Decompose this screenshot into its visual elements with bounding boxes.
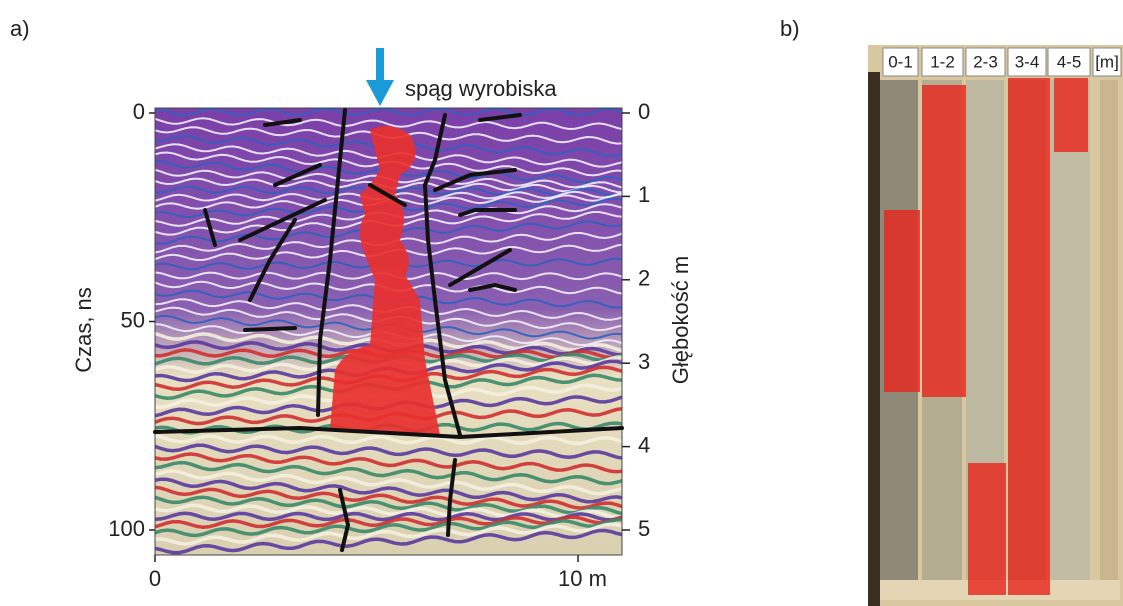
panel-label: a)	[10, 16, 30, 41]
column-header: 2-3	[973, 52, 998, 71]
axis-title: Głębokość m	[668, 256, 693, 384]
radargram	[155, 108, 623, 555]
arrow-head	[366, 80, 394, 106]
annotation: spąg wyrobiska	[405, 76, 557, 101]
column-header: [m]	[1095, 52, 1119, 71]
tick-label: 1	[638, 182, 650, 207]
figure: a) b) spąg wyrobiska Czas, ns Głębokość …	[0, 0, 1123, 606]
tick-label: 10 m	[558, 566, 607, 591]
tick-label: 50	[121, 307, 145, 332]
axis-title: Czas, ns	[71, 287, 96, 373]
column-header: 4-5	[1057, 52, 1082, 71]
column-header: 0-1	[888, 52, 913, 71]
tick-label: 0	[149, 566, 161, 591]
tick-label: 2	[638, 266, 650, 291]
panel-label: b)	[780, 16, 800, 41]
tick-label: 0	[638, 99, 650, 124]
tick-label: 100	[108, 516, 145, 541]
tick-label: 5	[638, 516, 650, 541]
core-photo	[868, 45, 1123, 606]
tick-label: 0	[133, 99, 145, 124]
tick-label: 3	[638, 349, 650, 374]
column-header: 1-2	[930, 52, 955, 71]
tick-label: 4	[638, 432, 650, 457]
column-header: 3-4	[1015, 52, 1040, 71]
